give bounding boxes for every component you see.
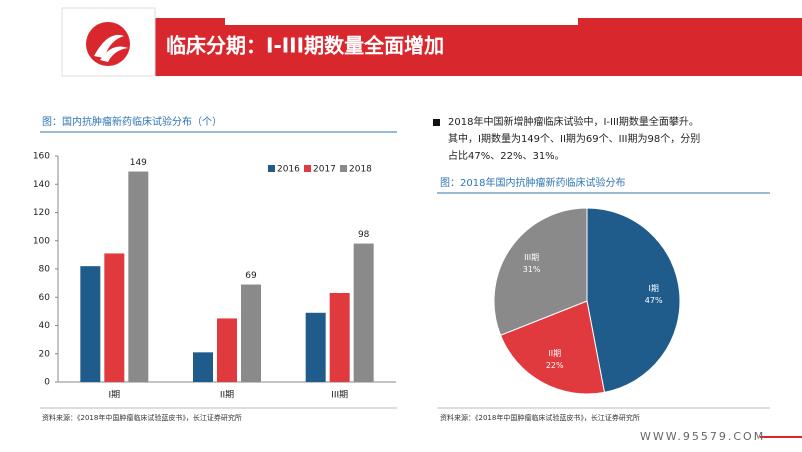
bullet-text: 2018年中国新增肿瘤临床试验中，I-III期数量全面攀升。其中，I期数量为14… <box>448 117 701 162</box>
data-label: 98 <box>358 230 370 240</box>
y-tick-label: 140 <box>33 180 50 190</box>
bar <box>217 318 237 382</box>
slice-label: 47% <box>645 296 663 305</box>
data-label: 69 <box>245 271 257 281</box>
pie-slice <box>586 207 681 393</box>
bar <box>80 266 101 382</box>
source: 资料来源：《2018年中国肿瘤临床试验蓝皮书》，长江证券研究所 <box>42 413 242 422</box>
y-tick-label: 60 <box>39 293 51 303</box>
slice-label: 31% <box>523 265 541 274</box>
pie-slice <box>493 207 588 336</box>
y-tick-label: 120 <box>33 208 50 218</box>
legend-label: 2017 <box>313 165 336 175</box>
y-tick-label: 100 <box>33 236 50 246</box>
bar <box>128 171 149 382</box>
bullet-marker <box>433 119 440 126</box>
y-tick-label: 20 <box>39 349 51 359</box>
legend-swatch <box>268 165 275 172</box>
source: 资料来源：《2018年中国肿瘤临床试验蓝皮书》，长江证券研究所 <box>440 413 640 422</box>
x-tick-label: I期 <box>109 390 121 401</box>
bar <box>193 352 213 382</box>
footer-url: WWW.95579.COM <box>640 430 765 443</box>
x-tick-label: II期 <box>220 390 234 401</box>
bar <box>104 253 125 382</box>
chart-title: 图：国内抗肿瘤新药临床试验分布（个） <box>42 115 222 128</box>
header-title: 临床分期：I-III期数量全面增加 <box>166 34 444 58</box>
data-label: 149 <box>130 158 147 168</box>
y-tick-label: 160 <box>33 152 50 162</box>
bar <box>241 284 261 382</box>
slice-name: II期 <box>548 349 561 358</box>
y-tick-label: 0 <box>44 378 50 388</box>
chart-title: 图：2018年国内抗肿瘤新药临床试验分布 <box>440 176 625 189</box>
legend-swatch <box>304 165 311 172</box>
header-band <box>155 18 802 76</box>
x-tick-label: III期 <box>331 390 348 401</box>
slice-label: 22% <box>546 361 564 370</box>
bar <box>353 243 374 382</box>
legend-swatch <box>340 165 347 172</box>
legend-label: 2018 <box>349 165 372 175</box>
bar <box>329 293 350 382</box>
legend-label: 2016 <box>277 165 300 175</box>
pie-slice <box>499 300 606 395</box>
bar <box>305 312 326 382</box>
slice-name: I期 <box>648 284 658 293</box>
y-tick-label: 40 <box>39 321 51 331</box>
logo <box>86 22 130 66</box>
y-tick-label: 80 <box>39 265 51 275</box>
slice-name: III期 <box>524 253 539 262</box>
top-tab <box>225 0 578 25</box>
